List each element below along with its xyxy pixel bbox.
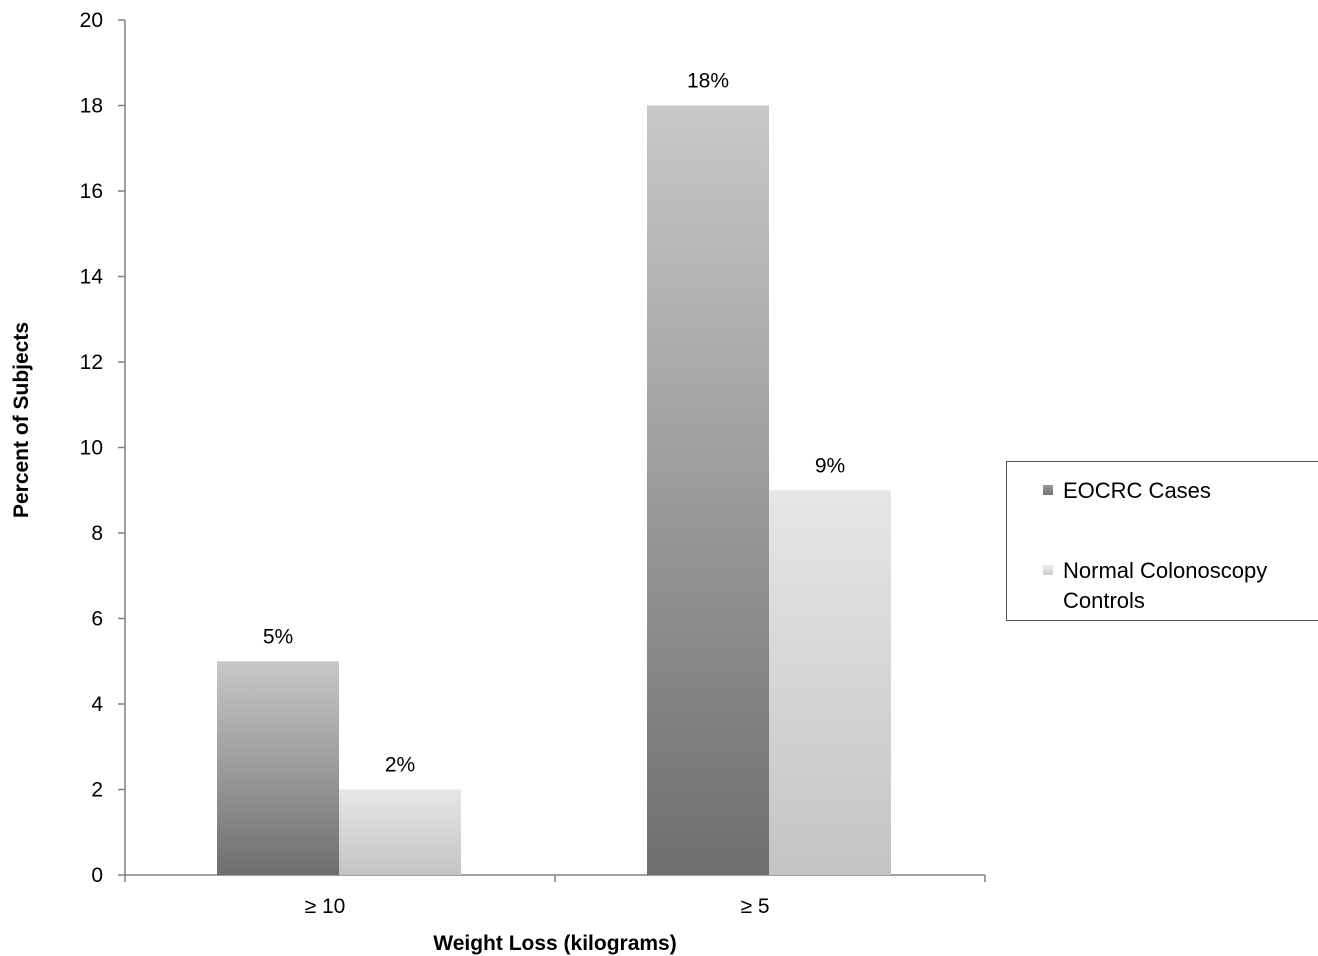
x-tick-label: ≥ 10 [305, 895, 346, 918]
data-label: 5% [263, 625, 293, 648]
bar [339, 789, 461, 875]
legend-swatch-eocrc [1043, 485, 1053, 495]
y-axis-title: Percent of Subjects [10, 322, 33, 518]
legend-item-eocrc: EOCRC Cases [1043, 476, 1303, 506]
legend: EOCRC Cases Normal Colonoscopy Controls [1006, 461, 1318, 621]
y-tick-label: 10 [80, 437, 103, 460]
y-tick-label: 20 [80, 9, 103, 32]
y-tick-label: 2 [91, 779, 103, 802]
legend-swatch-controls [1043, 565, 1053, 575]
y-tick-label: 6 [91, 608, 103, 631]
data-label: 2% [385, 754, 415, 777]
bar [769, 490, 891, 875]
data-labels: 5% 18% 2% 9% [263, 70, 845, 777]
data-label: 9% [815, 454, 845, 477]
y-tick-label: 8 [91, 522, 103, 545]
bars [217, 105, 891, 875]
x-axis-title: Weight Loss (kilograms) [433, 932, 676, 955]
legend-label-controls: Normal Colonoscopy Controls [1063, 558, 1268, 613]
y-tick-label: 18 [80, 95, 103, 118]
axes: 0 2 4 6 8 10 12 14 16 18 20 ≥ 10 ≥ 5 [80, 9, 986, 918]
legend-label-eocrc: EOCRC Cases [1063, 478, 1211, 503]
y-tick-label: 0 [91, 864, 103, 887]
y-tick-label: 12 [80, 351, 103, 374]
bar [217, 661, 339, 875]
bar [647, 105, 769, 875]
y-tick-label: 16 [80, 180, 103, 203]
data-label: 18% [687, 70, 729, 93]
y-tick-label: 4 [91, 693, 103, 716]
legend-item-controls: Normal Colonoscopy Controls [1043, 556, 1303, 616]
x-tick-label: ≥ 5 [740, 895, 769, 918]
y-tick-label: 14 [80, 266, 104, 289]
